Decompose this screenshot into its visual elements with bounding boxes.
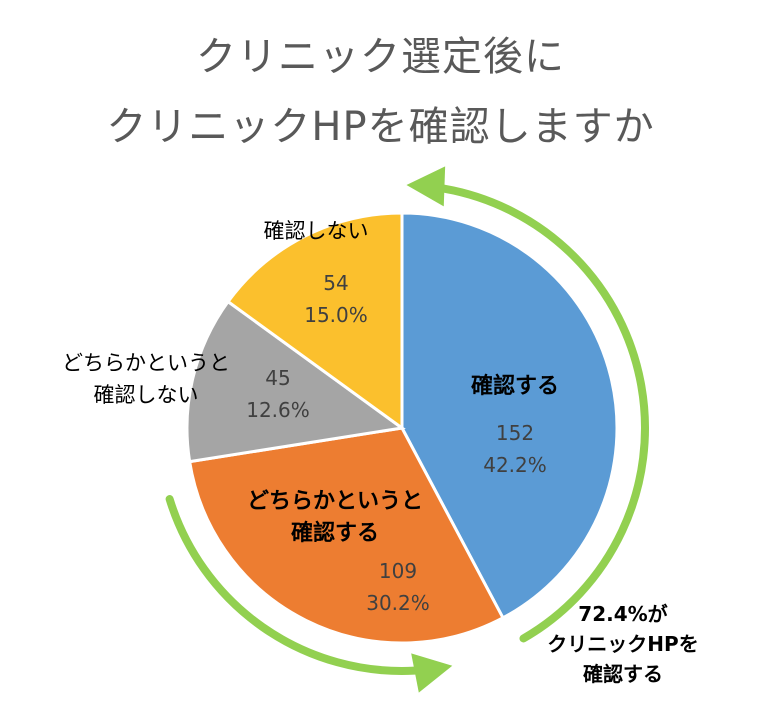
slice-label-1-line-1: 確認する — [291, 520, 379, 546]
annotation-text-line-0: 72.4%が — [578, 602, 667, 626]
slice-label-1-line-0: どちらかというと — [247, 489, 423, 514]
slice-value-1: 109 — [379, 559, 417, 583]
slice-percent-2: 12.6% — [246, 398, 310, 422]
annotation-text-line-1: クリニックHPを — [547, 632, 698, 656]
slice-label-2-line-0: どちらかというと — [62, 351, 230, 375]
slice-value-3: 54 — [323, 271, 348, 295]
slice-percent-0: 42.2% — [483, 453, 547, 477]
pie-slice-1 — [187, 426, 505, 645]
annotation-arrowhead-upper — [406, 166, 446, 207]
slice-value-0: 152 — [496, 421, 534, 445]
slice-label-0-line-0: 確認する — [471, 373, 559, 399]
chart-title-line-2: クリニックHPを確認しますか — [106, 104, 655, 150]
slice-value-2: 45 — [265, 366, 290, 390]
slice-label-3-line-0: 確認しない — [264, 219, 369, 243]
chart-title-line-1: クリニック選定後に — [196, 34, 565, 80]
annotation-arrowhead-lower — [411, 653, 453, 693]
annotation-arrow-arc-lower — [165, 495, 419, 675]
pie-slice-2 — [185, 299, 406, 464]
slice-label-2-line-1: 確認しない — [94, 383, 199, 407]
slice-percent-3: 15.0% — [304, 303, 368, 327]
slice-percent-1: 30.2% — [366, 591, 430, 615]
annotation-text-line-2: 確認する — [583, 662, 663, 686]
pie-slice-0 — [400, 211, 619, 620]
annotation-arrow-arc-upper — [440, 184, 649, 643]
pie-slice-3 — [225, 211, 404, 431]
